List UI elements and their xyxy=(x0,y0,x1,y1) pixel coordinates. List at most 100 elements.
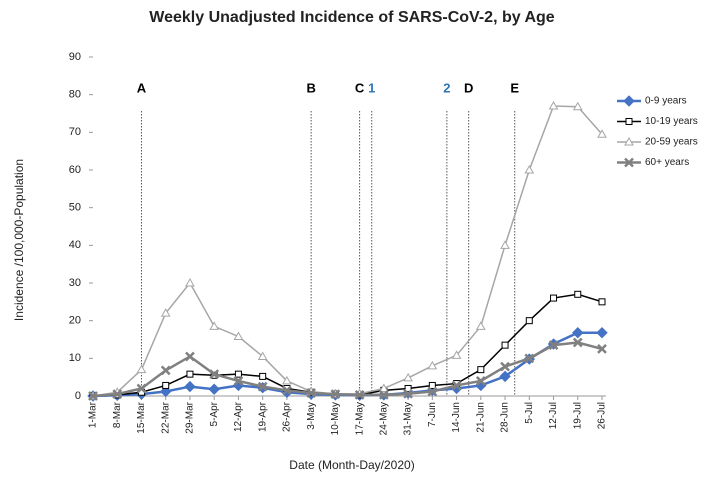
series-line xyxy=(92,331,602,398)
data-point xyxy=(136,364,147,374)
data-point xyxy=(548,100,559,110)
x-tick-label: 14-Jun xyxy=(451,402,462,433)
data-point xyxy=(548,340,559,351)
data-point xyxy=(160,365,171,376)
legend-label: 20-59 years xyxy=(645,137,698,148)
x-tick-label: 28-Jun xyxy=(500,402,511,433)
annotation-label: 1 xyxy=(368,80,375,95)
data-point xyxy=(572,101,583,111)
x-tick-label: 31-May xyxy=(403,402,414,435)
data-point xyxy=(306,388,317,398)
annotation-label: C xyxy=(355,80,365,95)
data-point xyxy=(597,129,607,138)
x-tick-label: 24-May xyxy=(378,402,389,435)
x-tick-label: 21-Jun xyxy=(475,402,486,433)
data-point xyxy=(500,240,510,249)
data-point xyxy=(475,376,486,386)
y-tick-label: 40 xyxy=(69,239,81,251)
data-point xyxy=(88,391,98,401)
legend-label: 10-19 years xyxy=(645,116,698,127)
legend-marker xyxy=(623,95,635,107)
data-point xyxy=(596,327,608,339)
chart-title: Weekly Unadjusted Incidence of SARS-CoV-… xyxy=(149,9,555,26)
data-point xyxy=(354,389,365,400)
y-tick-label: 30 xyxy=(69,277,81,289)
data-point xyxy=(185,351,195,362)
y-tick-label: 60 xyxy=(69,164,81,176)
legend-label: 0-9 years xyxy=(645,96,687,107)
data-point xyxy=(186,370,194,378)
legend-label: 60+ years xyxy=(645,157,689,168)
data-point xyxy=(525,317,533,325)
x-tick-label: 5-Jul xyxy=(524,402,535,424)
x-axis-label: Date (Month-Day/2020) xyxy=(289,458,414,472)
data-point xyxy=(378,389,389,400)
data-point xyxy=(427,360,438,370)
data-point xyxy=(501,341,509,349)
x-tick-label: 3-May xyxy=(306,402,317,430)
x-tick-label: 8-Mar xyxy=(112,401,123,428)
x-tick-label: 12-Apr xyxy=(233,401,244,432)
data-point xyxy=(208,383,220,395)
x-tick-label: 15-Mar xyxy=(136,401,147,433)
x-tick-label: 19-Apr xyxy=(257,401,268,432)
y-tick-label: 0 xyxy=(75,390,81,402)
x-tick-label: 26-Jul xyxy=(597,402,608,429)
data-point xyxy=(136,383,147,394)
data-point xyxy=(550,294,558,302)
x-tick-label: 22-Mar xyxy=(160,401,171,433)
x-tick-label: 12-Jul xyxy=(548,402,559,429)
y-tick-label: 70 xyxy=(69,126,81,138)
data-point xyxy=(233,331,244,340)
legend-marker xyxy=(624,157,634,168)
legend-marker xyxy=(625,118,633,125)
data-point xyxy=(475,321,486,330)
x-tick-label: 29-Mar xyxy=(185,401,196,433)
y-tick-label: 10 xyxy=(69,352,81,364)
data-point xyxy=(451,380,462,391)
data-point xyxy=(524,353,535,364)
data-point xyxy=(427,386,438,397)
y-tick-label: 20 xyxy=(69,315,81,327)
x-tick-label: 26-Apr xyxy=(282,401,293,432)
y-tick-label: 50 xyxy=(69,202,81,214)
legend-marker xyxy=(624,136,634,146)
series-line xyxy=(92,341,603,398)
data-point xyxy=(598,298,606,306)
data-point xyxy=(572,337,583,348)
x-tick-label: 10-May xyxy=(330,402,341,435)
data-point xyxy=(524,164,535,174)
series-line xyxy=(92,105,603,397)
data-point xyxy=(112,389,123,400)
data-point xyxy=(330,389,341,400)
data-point xyxy=(209,321,220,330)
x-tick-label: 5-Apr xyxy=(209,401,220,426)
x-tick-label: 19-Jul xyxy=(572,402,583,429)
annotation-label: D xyxy=(464,80,473,95)
annotation-label: E xyxy=(510,80,519,95)
data-point xyxy=(234,370,242,378)
x-tick-label: 7-Jun xyxy=(427,402,438,427)
data-point xyxy=(477,366,485,374)
data-point xyxy=(378,383,389,392)
data-point xyxy=(282,385,292,396)
data-point xyxy=(282,375,292,385)
data-point xyxy=(257,351,268,360)
annotation-label: 2 xyxy=(443,80,450,95)
data-point xyxy=(597,344,607,354)
data-point xyxy=(403,388,413,399)
x-tick-label: 1-Mar xyxy=(88,401,99,428)
data-point xyxy=(185,277,195,287)
data-point xyxy=(403,372,413,382)
data-point xyxy=(404,384,412,392)
y-tick-label: 90 xyxy=(69,51,81,63)
y-tick-label: 80 xyxy=(69,89,81,101)
data-point xyxy=(160,308,171,317)
data-point xyxy=(259,372,267,380)
data-point xyxy=(160,385,172,398)
y-axis-label: Incidence /100,000-Population xyxy=(12,159,26,321)
data-point xyxy=(233,376,244,386)
x-tick-label: 17-May xyxy=(354,402,365,435)
annotation-label: A xyxy=(137,80,147,95)
